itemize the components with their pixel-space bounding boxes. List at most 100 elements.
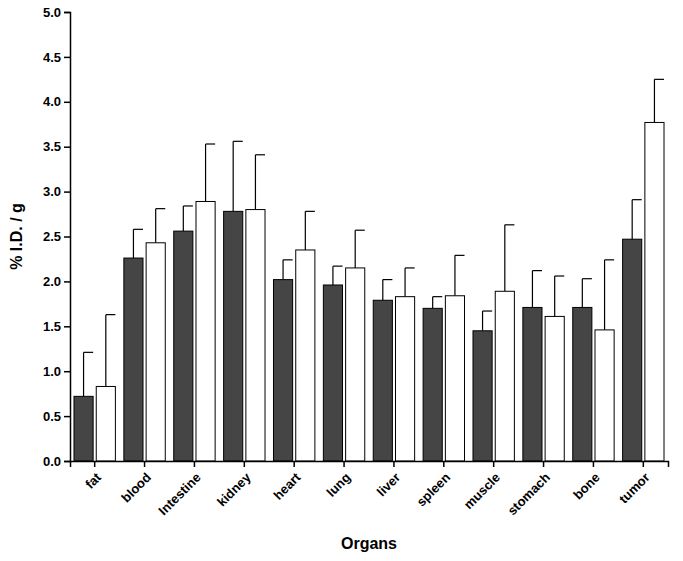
tick: 2.5 — [43, 229, 70, 244]
tick-mark — [543, 461, 545, 467]
error-bar — [382, 280, 383, 301]
y-axis-title: % I.D. / g — [8, 203, 25, 270]
tick: bone — [570, 461, 603, 502]
bar — [545, 316, 564, 461]
tick-label: stomach — [504, 470, 552, 518]
error-bar — [183, 206, 184, 231]
error-bar — [582, 279, 583, 308]
error-bar — [305, 211, 306, 250]
bar — [273, 280, 292, 461]
error-cap — [654, 79, 664, 80]
tick: muscle — [461, 461, 503, 512]
error-bar — [632, 200, 633, 240]
tick-label: 2.5 — [43, 229, 61, 244]
tick-mark — [593, 461, 595, 467]
tick-mark — [64, 191, 70, 193]
bar — [96, 386, 115, 461]
tick-label: liver — [374, 470, 404, 500]
error-bar — [332, 266, 333, 285]
tick-mark — [64, 416, 70, 418]
tick: 1.5 — [43, 319, 70, 334]
error-cap — [106, 314, 116, 315]
tick-label: 4.0 — [43, 94, 61, 109]
tick-label: 5.0 — [43, 5, 61, 20]
error-cap — [255, 154, 265, 155]
tick: 3.5 — [43, 139, 70, 154]
tick: 4.5 — [43, 50, 70, 65]
tick-mark — [194, 461, 196, 467]
error-bar — [532, 271, 533, 308]
bar — [124, 258, 143, 461]
tick-mark — [94, 461, 96, 467]
error-bar — [355, 230, 356, 268]
bar — [174, 231, 193, 461]
error-cap — [383, 279, 393, 280]
error-bar — [205, 144, 206, 201]
error-cap — [84, 352, 94, 353]
tick: 5.0 — [43, 5, 70, 20]
error-bar — [233, 141, 234, 211]
plot: 0.00.51.01.52.02.53.03.54.04.55.0fatbloo… — [43, 5, 669, 518]
tick: stomach — [504, 461, 552, 518]
axis-line — [64, 13, 71, 462]
bar — [495, 291, 514, 461]
tick: 0.0 — [43, 454, 70, 469]
error-cap — [405, 267, 415, 268]
bar — [224, 211, 243, 461]
tick-mark — [293, 461, 295, 467]
bar — [623, 239, 642, 461]
tick-mark — [64, 146, 70, 148]
error-cap — [233, 141, 243, 142]
tick: 0.5 — [43, 409, 70, 424]
bar — [196, 201, 215, 461]
tick: kidney — [214, 461, 254, 509]
tick-label: blood — [118, 470, 154, 506]
chart: 0.00.51.01.52.02.53.03.54.04.55.0fatbloo… — [0, 0, 683, 561]
error-cap — [483, 310, 493, 311]
bar — [246, 210, 265, 461]
tick: tumor — [616, 461, 653, 506]
error-cap — [605, 259, 615, 260]
series — [74, 141, 642, 461]
tick-mark — [343, 461, 345, 467]
tick-label: bone — [570, 470, 603, 503]
error-cap — [156, 208, 166, 209]
series — [96, 79, 664, 461]
bar — [395, 297, 414, 461]
tick: liver — [374, 461, 404, 499]
error-bar — [654, 79, 655, 122]
tick-label: 3.0 — [43, 184, 61, 199]
bar — [296, 250, 315, 461]
error-cap — [505, 224, 515, 225]
error-bar — [454, 255, 455, 295]
tick-label: muscle — [461, 470, 503, 512]
error-cap — [632, 199, 642, 200]
bar — [74, 396, 93, 461]
error-cap — [455, 255, 465, 256]
error-bar — [133, 229, 134, 258]
error-cap — [183, 205, 193, 206]
tick-label: 0.0 — [43, 454, 61, 469]
error-cap — [355, 230, 365, 231]
bar — [373, 300, 392, 461]
error-bar — [404, 268, 405, 297]
bar — [445, 296, 464, 461]
tick-label: heart — [270, 469, 304, 503]
tick: 4.0 — [43, 94, 70, 109]
error-cap — [333, 266, 343, 267]
tick-label: fat — [82, 469, 104, 491]
tick: 1.0 — [43, 364, 70, 379]
error-cap — [532, 270, 542, 271]
tick-label: 1.5 — [43, 319, 61, 334]
error-cap — [433, 296, 443, 297]
bar — [146, 243, 165, 461]
tick: heart — [270, 461, 304, 503]
error-cap — [555, 275, 565, 276]
tick-label: tumor — [616, 470, 653, 507]
tick-label: spleen — [413, 470, 453, 510]
error-bar — [482, 311, 483, 331]
tick-label: lung — [323, 470, 353, 500]
tick-mark — [64, 102, 70, 104]
bar — [645, 122, 664, 461]
bar — [573, 307, 592, 461]
